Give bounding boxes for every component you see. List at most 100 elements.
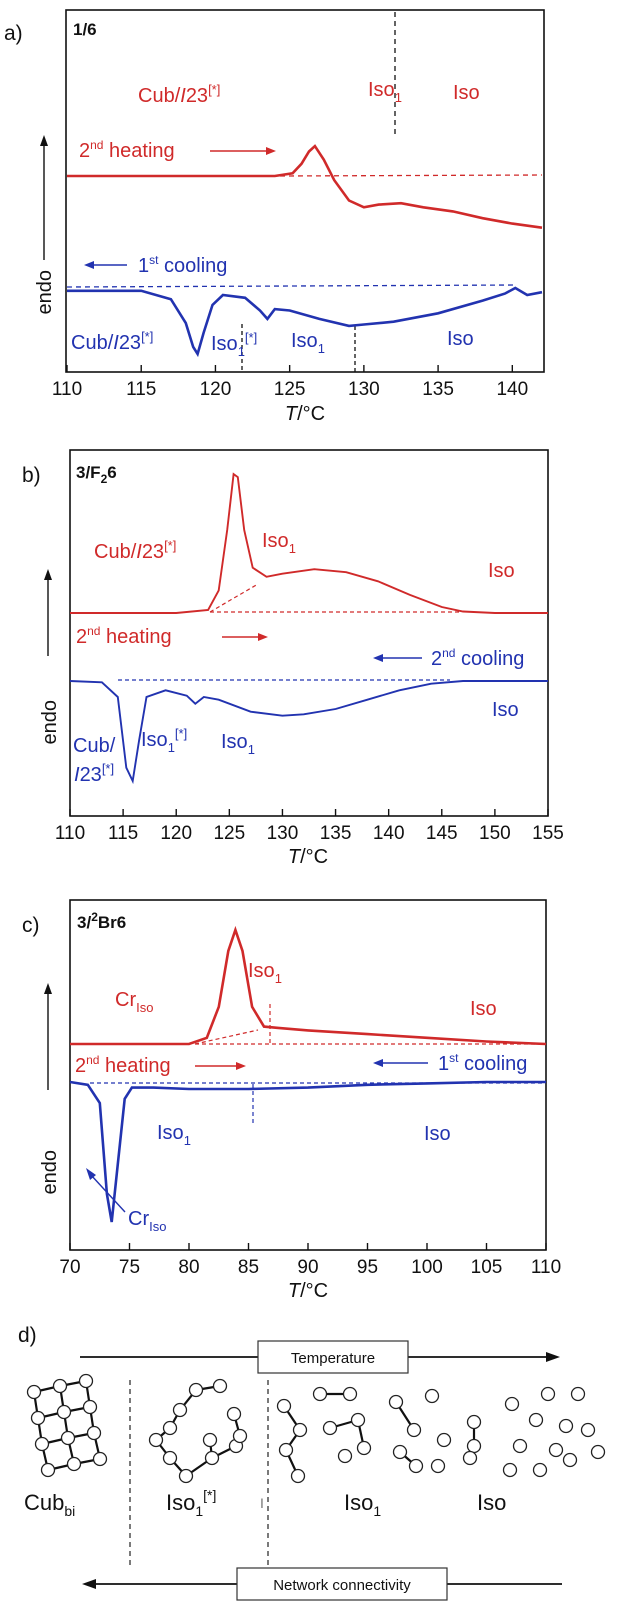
panel-a-cooling-arrow-head bbox=[84, 261, 94, 269]
panel-b-yarrow-head bbox=[44, 569, 52, 580]
panel-b-ylabel: endo bbox=[39, 700, 61, 745]
particle-node bbox=[408, 1458, 424, 1474]
panel-b-blue-phase-4: Iso bbox=[492, 699, 519, 721]
connectivity-label: Network connectivity bbox=[273, 1577, 411, 1594]
xtick-label: 130 bbox=[267, 823, 299, 844]
xtick-label: 105 bbox=[471, 1257, 503, 1278]
xtick-label: 100 bbox=[411, 1257, 443, 1278]
panel-c-xlabel-italic: T bbox=[288, 1280, 302, 1302]
panel-b-xlabel: T/°C bbox=[288, 846, 328, 868]
particle-node bbox=[424, 1388, 440, 1404]
particle-node bbox=[204, 1450, 220, 1466]
particle-node bbox=[322, 1420, 338, 1436]
xtick-label: 115 bbox=[108, 823, 138, 844]
panel-a-xlabel: T/°C bbox=[285, 403, 325, 425]
panel-b-heating-label: 2nd heating bbox=[76, 624, 172, 648]
xtick-label: 125 bbox=[213, 823, 245, 844]
xtick-label: 150 bbox=[479, 823, 511, 844]
particle-node bbox=[292, 1422, 308, 1438]
particle-node bbox=[528, 1412, 544, 1428]
panel-a-yarrow-head bbox=[40, 135, 48, 146]
panel-a-ylabel: endo bbox=[34, 270, 56, 315]
particle-node bbox=[86, 1425, 102, 1441]
panel-a-blue-phase-4: Iso bbox=[447, 328, 474, 350]
xtick-label: 90 bbox=[297, 1257, 318, 1278]
xtick-label: 95 bbox=[357, 1257, 378, 1278]
panel-a-cooling-curve bbox=[67, 286, 543, 358]
panel-c-ylabel: endo bbox=[39, 1150, 61, 1195]
particle-node bbox=[406, 1422, 422, 1438]
panel-a-heating-label: 2nd heating bbox=[79, 138, 175, 162]
xtick-label: 125 bbox=[274, 379, 306, 400]
particle-node bbox=[212, 1378, 228, 1394]
panel-c-yarrow-head bbox=[44, 983, 52, 994]
particle-node bbox=[512, 1438, 528, 1454]
particle-node bbox=[82, 1399, 98, 1415]
panel-b-red-tangent bbox=[209, 583, 259, 613]
temperature-label: Temperature bbox=[291, 1350, 375, 1367]
panel-b: b) 3/F26 endo 110 115 120 125 130 135 140 145 15… bbox=[22, 449, 564, 868]
panel-b-blue-phase-1a: Cub/ bbox=[73, 735, 116, 757]
panel-a-red-phase-3: Iso bbox=[453, 82, 480, 104]
panel-c-blue-phase-1: Iso1 bbox=[157, 1122, 191, 1148]
panel-c-red-phase-2: Iso1 bbox=[248, 960, 282, 986]
particle-node bbox=[562, 1452, 578, 1468]
xtick-label: 135 bbox=[422, 379, 454, 400]
particle-node bbox=[466, 1438, 482, 1454]
connectivity-arrow-head bbox=[82, 1579, 96, 1589]
panel-c-ylabel-group: endo bbox=[39, 983, 61, 1195]
particle-node bbox=[162, 1450, 178, 1466]
panel-c-cr-pointer-line bbox=[90, 1174, 126, 1213]
xtick-label: 140 bbox=[496, 379, 528, 400]
xtick-label: 120 bbox=[160, 823, 192, 844]
xtick-label: 140 bbox=[373, 823, 405, 844]
panel-c-xlabel-rest: /°C bbox=[300, 1280, 328, 1302]
panel-c-label: c) bbox=[22, 914, 40, 937]
connectivity-box bbox=[236, 1567, 448, 1601]
panel-b-ylabel-group: endo bbox=[39, 569, 61, 745]
separator-mark: I bbox=[260, 1495, 264, 1511]
xtick-label: 155 bbox=[532, 823, 564, 844]
xtick-label: 110 bbox=[55, 823, 85, 844]
panel-c-cr-pointer-head bbox=[86, 1168, 96, 1180]
xtick-label: 130 bbox=[348, 379, 380, 400]
phase-label-iso1: Iso1 bbox=[344, 1490, 381, 1519]
panel-b-blue-phase-2: Iso1[*] bbox=[141, 726, 187, 755]
panel-a-ylabel-group: endo bbox=[34, 135, 56, 315]
xtick-label: 135 bbox=[320, 823, 352, 844]
particle-node bbox=[66, 1456, 82, 1472]
panel-c-heating-curve bbox=[70, 925, 547, 1046]
panel-b-cooling-arrow-head bbox=[373, 654, 383, 662]
xtick-label: 115 bbox=[126, 379, 156, 400]
particle-node bbox=[40, 1462, 56, 1478]
particle-node bbox=[392, 1444, 408, 1460]
panel-a-xticks: 110 115 120 125 130 135 140 bbox=[52, 365, 528, 400]
particle-node bbox=[188, 1382, 204, 1398]
panel-a: a) 1/6 endo 110 115 120 125 130 135 140 T/°C C… bbox=[4, 9, 545, 425]
panel-a-red-phase-2: Iso1 bbox=[368, 79, 402, 105]
particle-node bbox=[202, 1432, 218, 1448]
particle-node bbox=[78, 1373, 94, 1389]
panel-a-xlabel-rest: /°C bbox=[297, 403, 325, 425]
panel-a-label: a) bbox=[4, 22, 23, 45]
panel-b-label: b) bbox=[22, 464, 41, 487]
panel-b-xticks: 110 115 120 125 130 135 140 145 150 155 bbox=[55, 809, 564, 844]
particle-node bbox=[92, 1451, 108, 1467]
particle-node bbox=[462, 1450, 478, 1466]
particle-node bbox=[540, 1386, 556, 1402]
iso-particles-graphic bbox=[502, 1386, 606, 1478]
particle-node bbox=[56, 1404, 72, 1420]
xtick-label: 145 bbox=[426, 823, 458, 844]
xtick-label: 75 bbox=[119, 1257, 140, 1278]
panel-a-blue-phase-2: Iso1[*] bbox=[211, 330, 257, 359]
xtick-label: 70 bbox=[59, 1257, 80, 1278]
particle-node bbox=[590, 1444, 606, 1460]
panel-a-red-baseline bbox=[279, 174, 543, 177]
particle-node bbox=[60, 1430, 76, 1446]
particle-node bbox=[350, 1412, 366, 1428]
iso1-star-network-graphic bbox=[148, 1378, 248, 1484]
panel-d: d) Temperature Network connectivity Cubb… bbox=[18, 1324, 606, 1601]
xtick-label: 85 bbox=[238, 1257, 259, 1278]
particle-node bbox=[504, 1396, 520, 1412]
particle-node bbox=[290, 1468, 306, 1484]
